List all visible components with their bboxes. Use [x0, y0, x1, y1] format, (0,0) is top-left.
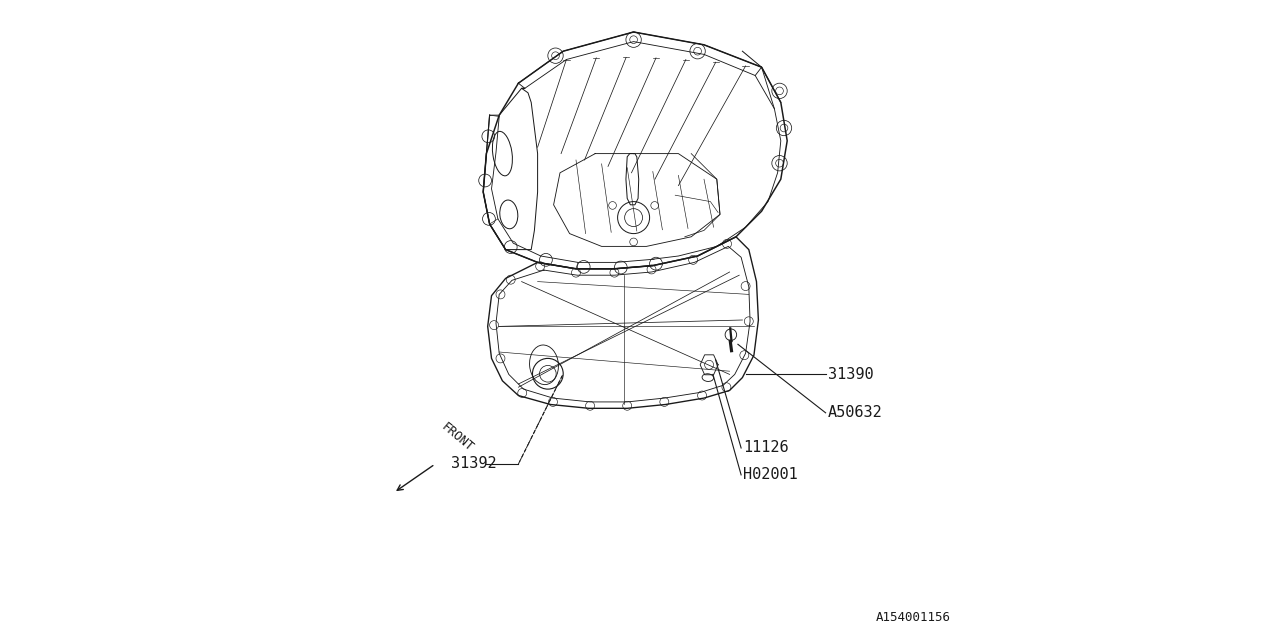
Text: 31390: 31390 [828, 367, 873, 382]
Text: 31392: 31392 [452, 456, 497, 472]
Text: A154001156: A154001156 [876, 611, 950, 624]
Text: H02001: H02001 [742, 467, 797, 483]
Text: FRONT: FRONT [438, 420, 475, 454]
Text: 11126: 11126 [742, 440, 788, 456]
Text: A50632: A50632 [828, 405, 882, 420]
